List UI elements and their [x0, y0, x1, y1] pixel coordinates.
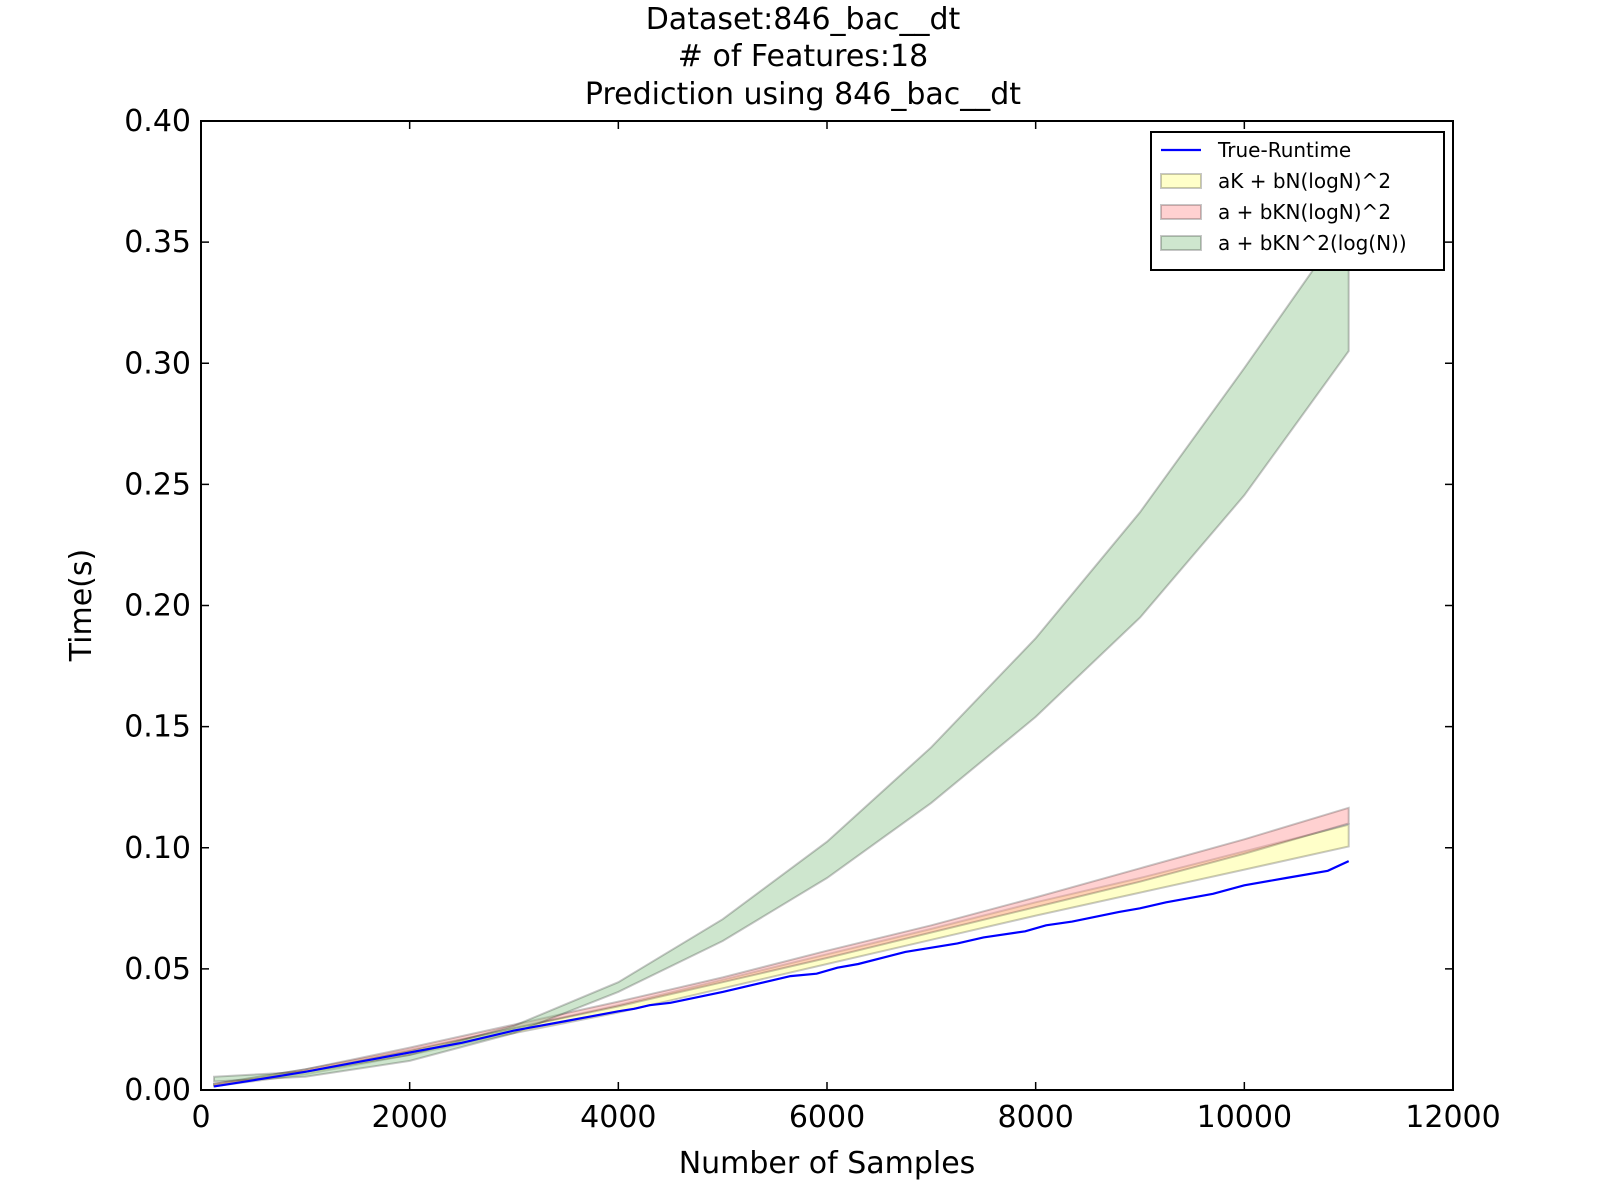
x-tick-label: 2000: [371, 1100, 447, 1135]
legend-label: a + bKN(logN)^2: [1218, 200, 1391, 224]
title-line-1: Dataset:846_bac__dt: [646, 2, 961, 37]
band-a-bkn-2-log-n: [213, 215, 1350, 1083]
y-tick-label: 0.20: [124, 589, 191, 624]
legend-label: aK + bN(logN)^2: [1218, 169, 1391, 193]
chart-title: Dataset:846_bac__dt # of Features:18 Pre…: [585, 2, 1021, 112]
legend-item-a-bkn-2-log-n: a + bKN^2(log(N)): [1160, 231, 1407, 255]
plot-content: [213, 215, 1350, 1088]
x-tick-label: 10000: [1197, 1100, 1292, 1135]
line-true-runtime: [213, 860, 1350, 1088]
y-tick-label: 0.05: [124, 952, 191, 987]
legend-swatch: [1160, 173, 1202, 189]
legend-label: True-Runtime: [1217, 138, 1351, 162]
x-tick-label: 0: [191, 1100, 210, 1135]
axis-ticks: 0 2000 4000 6000 8000 10000 12000 0.00 0.05 0.10 0…: [124, 104, 1501, 1135]
legend-swatch: [1160, 235, 1202, 251]
y-tick-label: 0.00: [124, 1073, 191, 1108]
x-tick-label: 4000: [580, 1100, 656, 1135]
title-line-3: Prediction using 846_bac__dt: [585, 77, 1021, 112]
legend: True-Runtime aK + bN(logN)^2 a + bKN(logN)…: [1150, 131, 1445, 271]
legend-item-true-runtime: True-Runtime: [1161, 138, 1351, 162]
y-tick-label: 0.15: [124, 710, 191, 745]
y-tick-label: 0.40: [124, 104, 191, 139]
legend-box: [1150, 131, 1445, 271]
legend-item-ak-bn-logn-2: aK + bN(logN)^2: [1160, 169, 1391, 193]
legend-item-a-bkn-logn-2: a + bKN(logN)^2: [1160, 200, 1391, 224]
x-tick-label: 8000: [997, 1100, 1073, 1135]
legend-label: a + bKN^2(log(N)): [1218, 231, 1407, 255]
band-a-bkn-logn-2: [213, 806, 1350, 1087]
y-tick-label: 0.35: [124, 225, 191, 260]
legend-swatch: [1160, 204, 1202, 220]
y-tick-label: 0.10: [124, 831, 191, 866]
y-tick-label: 0.30: [124, 346, 191, 381]
x-tick-label: 12000: [1405, 1100, 1500, 1135]
x-axis-label: Number of Samples: [679, 1146, 976, 1181]
title-line-2: # of Features:18: [678, 39, 928, 74]
y-tick-label: 0.25: [124, 467, 191, 502]
band-ak-bn-logn-2: [213, 823, 1350, 1088]
y-axis-label: Time(s): [64, 549, 99, 662]
x-tick-label: 6000: [789, 1100, 865, 1135]
